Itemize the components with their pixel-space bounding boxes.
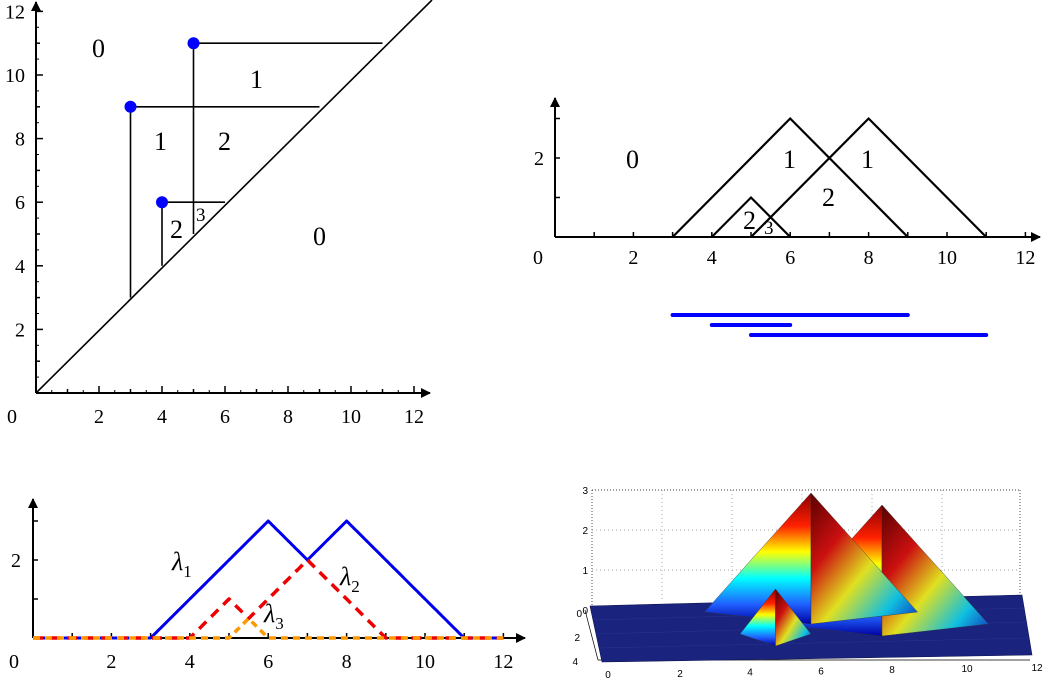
tent-tick-labels: 0 2 4 6 8 10 122 — [533, 148, 1035, 269]
tent-axis-ticks — [555, 117, 1027, 237]
surface3d-peaks — [704, 492, 989, 647]
surface3d-y-tick-label: 0 — [576, 609, 582, 620]
surface3d-peak-face-left — [704, 492, 812, 625]
pd-region-mid-left: 1 — [154, 127, 167, 156]
surface3d-z-tick-label: 2 — [582, 526, 588, 537]
tent-x-tick-label: 12 — [1015, 247, 1035, 269]
tent-region-left-peak: 1 — [783, 145, 796, 174]
tent-y-tick-label: 2 — [534, 148, 544, 170]
land-x-tick-label: 2 — [106, 651, 116, 673]
land-x-tick-label: 8 — [342, 651, 352, 673]
tent-x-tick-label: 2 — [628, 247, 638, 269]
surface3d-y-tick-label: 4 — [572, 657, 578, 668]
pd-x-tick-label: 12 — [404, 406, 424, 428]
surface3d-z-tick-label: 0 — [582, 606, 588, 617]
lambda2-label: λ2 — [339, 562, 360, 596]
pd-point — [187, 37, 200, 50]
tent-x-tick-label: 8 — [864, 247, 874, 269]
lambda1-label: λ1 — [171, 547, 192, 581]
pd-x-tick-label: 8 — [283, 406, 293, 428]
pd-y-tick-label: 6 — [15, 192, 25, 214]
pd-y-tick-label: 2 — [15, 319, 25, 341]
land-tick-labels: 0 2 4 6 8 10 12 2 — [9, 550, 513, 673]
pd-region-below-diagonal: 0 — [313, 222, 326, 251]
tent-region-outer: 0 — [626, 145, 639, 174]
tent-lines — [671, 116, 987, 238]
surface3d-z-tick-label: 1 — [582, 566, 588, 577]
surface3d-x-tick-label: 4 — [747, 668, 753, 679]
tent-x-tick-label: 6 — [785, 247, 795, 269]
tent-functions-panel: 0 2 4 6 8 10 12 2 0 1 1 2 2 3 — [533, 97, 1041, 269]
tent-region-middle: 2 — [822, 183, 835, 212]
pd-cone-lines — [129, 42, 383, 298]
pd-axis-ticks — [36, 10, 415, 393]
pd-points — [124, 37, 200, 209]
landscape-panel: 0 2 4 6 8 10 12 2 λ1 λ2 λ3 — [9, 498, 526, 673]
tent-region-small-right: 3 — [764, 218, 774, 239]
pd-region-small-right: 3 — [196, 205, 206, 226]
land-y-tick-label: 2 — [11, 550, 21, 572]
pd-x-tick-label: 2 — [94, 406, 104, 428]
land-x-tick-label: 4 — [185, 651, 195, 673]
pd-x-tick-label: 10 — [341, 406, 361, 428]
lambda3-label: λ3 — [263, 599, 284, 633]
surface3d-x-tick-label: 8 — [889, 665, 895, 676]
land-x-tick-label: 10 — [415, 651, 435, 673]
land-x-tick-label: 0 — [9, 651, 19, 673]
tent-function — [671, 116, 909, 238]
tent-x-tick-label: 10 — [937, 247, 957, 269]
pd-y-tick-label: 10 — [5, 65, 25, 87]
pd-point — [124, 100, 137, 113]
surface3d-z-tick-label: 3 — [582, 486, 588, 497]
lambda3-curve — [33, 616, 504, 640]
surface3d-x-tick-label: 0 — [605, 670, 611, 680]
pd-diagonal — [35, 0, 433, 394]
pd-x-tick-label: 0 — [7, 406, 17, 428]
surface3d-x-tick-label: 12 — [1031, 663, 1043, 674]
pd-region-top-right: 1 — [250, 65, 263, 94]
pd-x-tick-label: 6 — [220, 406, 230, 428]
land-x-tick-label: 12 — [493, 651, 513, 673]
pd-region-mid-right: 2 — [218, 127, 231, 156]
surface3d-x-tick-label: 6 — [818, 666, 824, 677]
tent-x-tick-label: 4 — [707, 247, 717, 269]
tent-region-small-left: 2 — [743, 206, 756, 235]
pd-y-tick-label: 12 — [5, 1, 25, 23]
pd-point — [156, 196, 168, 209]
surface3d-y-tick-label: 2 — [574, 633, 580, 644]
pd-y-tick-label: 8 — [15, 129, 25, 151]
pd-region-small-left: 2 — [170, 215, 183, 244]
land-x-tick-label: 6 — [263, 651, 273, 673]
pd-region-outer: 0 — [92, 34, 105, 63]
pd-x-tick-label: 4 — [157, 406, 167, 428]
surface3d-peak-face-right — [881, 504, 989, 637]
tent-function — [750, 116, 987, 238]
surface3d-peak-face-right — [775, 588, 812, 647]
tent-function — [711, 195, 791, 238]
surface3d-peak-face-right — [810, 492, 918, 625]
land-curves — [33, 519, 504, 640]
tent-x-tick-label: 0 — [533, 247, 543, 269]
surface3d-x-tick-label: 10 — [961, 664, 973, 675]
barcode-panel — [670, 313, 989, 337]
surface3d-x-tick-label: 2 — [677, 669, 683, 680]
tent-region-right-peak: 1 — [861, 145, 874, 174]
persistence-diagram-panel: 0 2 4 6 8 10 12 2 4 6 8 10 12 0 1 1 2 2 3 0 — [5, 0, 433, 428]
pd-y-tick-label: 4 — [15, 256, 25, 278]
